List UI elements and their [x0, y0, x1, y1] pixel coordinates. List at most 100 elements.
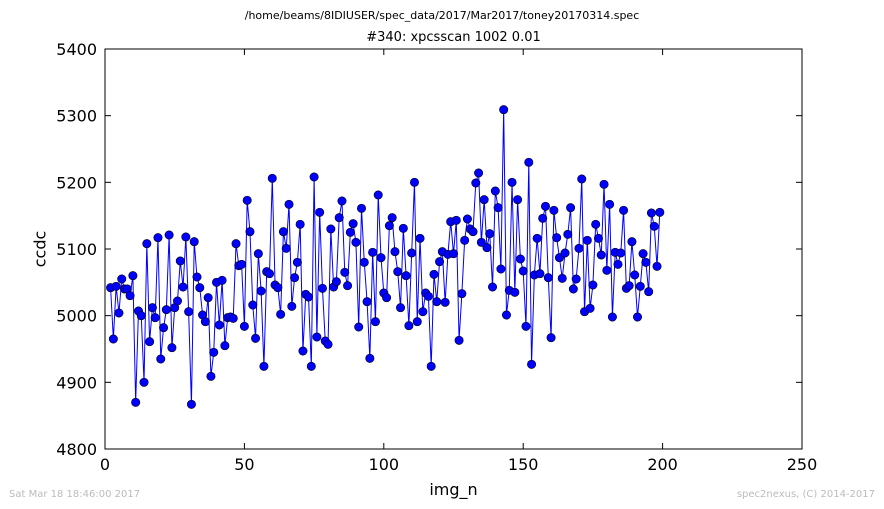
data-point: [128, 271, 138, 281]
data-point: [532, 233, 542, 243]
data-point: [423, 291, 433, 301]
x-tick-label: 250: [787, 455, 818, 474]
data-point: [125, 291, 135, 301]
data-point: [490, 186, 500, 196]
data-point: [175, 256, 185, 266]
data-point: [585, 303, 595, 313]
data-point: [518, 266, 528, 276]
data-point: [474, 168, 484, 178]
data-point: [409, 177, 419, 187]
data-point: [382, 293, 392, 303]
data-point: [524, 157, 534, 167]
data-point: [451, 215, 461, 225]
footer-timestamp: Sat Mar 18 18:46:00 2017: [9, 489, 141, 500]
data-point: [189, 237, 199, 247]
data-point: [312, 332, 322, 342]
data-point: [432, 297, 442, 307]
data-point: [242, 195, 252, 205]
data-point: [646, 208, 656, 218]
y-tick-label: 5100: [56, 240, 97, 259]
data-point: [354, 322, 364, 332]
data-point: [485, 229, 495, 239]
data-point: [457, 289, 467, 299]
x-tick-label: 200: [647, 455, 678, 474]
y-axis-label: ccdc: [30, 230, 50, 268]
data-point: [577, 174, 587, 184]
data-point: [596, 250, 606, 260]
y-tick-label: 5200: [56, 173, 97, 192]
data-point: [527, 359, 537, 369]
data-point: [557, 273, 567, 283]
data-point: [376, 253, 386, 263]
data-point: [114, 308, 124, 318]
data-point: [563, 229, 573, 239]
y-tick-label: 5300: [56, 107, 97, 126]
data-point: [264, 269, 274, 279]
data-point: [331, 277, 341, 287]
data-point: [404, 321, 414, 331]
data-point: [552, 233, 562, 243]
data-point: [549, 205, 559, 215]
data-point: [345, 227, 355, 237]
data-point: [167, 343, 177, 353]
data-point: [245, 227, 255, 237]
data-point: [373, 190, 383, 200]
data-point: [393, 267, 403, 277]
data-point: [206, 371, 216, 381]
data-point: [217, 275, 227, 285]
data-point: [401, 271, 411, 281]
data-point: [655, 207, 665, 217]
data-point: [591, 219, 601, 229]
data-point: [426, 361, 436, 371]
data-point: [214, 320, 224, 330]
x-tick-label: 150: [508, 455, 539, 474]
data-point: [295, 219, 305, 229]
data-point: [641, 257, 651, 267]
chart-title: #340: xpcsscan 1002 0.01: [366, 30, 541, 45]
data-point: [627, 237, 637, 247]
data-point: [317, 283, 327, 293]
data-point: [251, 333, 261, 343]
data-point: [507, 177, 517, 187]
data-point: [186, 399, 196, 409]
data-point: [566, 203, 576, 213]
data-point: [613, 259, 623, 269]
data-point: [607, 312, 617, 322]
data-point: [108, 334, 118, 344]
figure-suptitle: /home/beams/8IDIUSER/spec_data/2017/Mar2…: [244, 9, 640, 22]
data-point: [479, 195, 489, 205]
data-point: [624, 281, 634, 291]
data-point: [117, 274, 127, 284]
x-axis-label: img_n: [429, 480, 478, 499]
data-point: [159, 323, 169, 333]
data-point: [228, 313, 238, 323]
data-point: [454, 335, 464, 345]
data-point: [309, 172, 319, 182]
data-point: [203, 293, 213, 303]
data-point: [239, 321, 249, 331]
data-point: [231, 239, 241, 249]
data-point: [181, 232, 191, 242]
data-point: [435, 257, 445, 267]
data-point: [448, 249, 458, 259]
data-point: [172, 296, 182, 306]
data-point: [582, 235, 592, 245]
data-point: [398, 223, 408, 233]
footer-credit: spec2nexus, (C) 2014-2017: [736, 489, 875, 500]
data-point: [220, 341, 230, 351]
data-point: [273, 283, 283, 293]
data-point: [619, 205, 629, 215]
data-point: [304, 292, 314, 302]
data-point: [337, 196, 347, 206]
data-point: [340, 267, 350, 277]
data-point: [387, 213, 397, 223]
data-point: [515, 254, 525, 264]
data-point: [588, 280, 598, 290]
data-point: [568, 284, 578, 294]
data-point: [460, 235, 470, 245]
data-point: [493, 203, 503, 213]
data-point: [638, 249, 648, 259]
data-point: [253, 249, 263, 259]
data-point: [521, 321, 531, 331]
